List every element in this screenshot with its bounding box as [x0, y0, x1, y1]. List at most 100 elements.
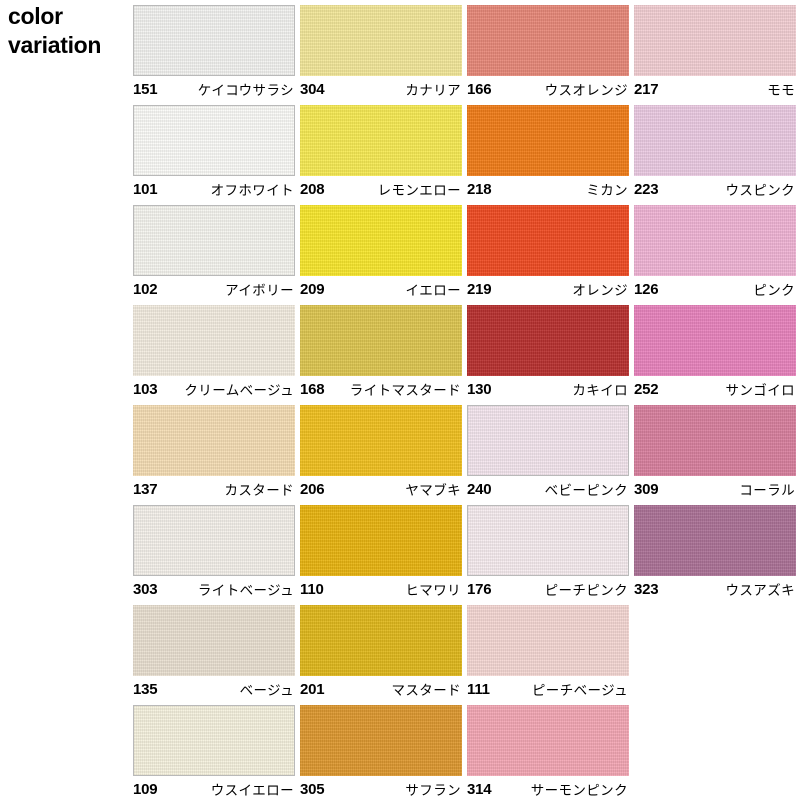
- swatch-caption: 314 サーモンピンク: [467, 778, 629, 800]
- swatch-label: ウスオレンジ: [544, 83, 628, 98]
- swatch-caption: 103 クリームベージュ: [133, 378, 295, 400]
- color-swatch[interactable]: [300, 405, 462, 476]
- color-swatch[interactable]: [634, 405, 796, 476]
- swatch-code: 102: [133, 280, 158, 298]
- swatch-code: 305: [300, 780, 325, 798]
- swatch-cell: 240 ベビーピンク: [467, 405, 634, 505]
- swatch-label: ピーチピンク: [544, 583, 628, 598]
- swatch-caption: 110 ヒマワリ: [300, 578, 462, 600]
- color-swatch[interactable]: [133, 205, 295, 276]
- page-title: color variation: [8, 3, 102, 59]
- swatch-label: イエロー: [405, 283, 461, 298]
- swatch-code: 208: [300, 180, 325, 198]
- swatch-code: 176: [467, 580, 492, 598]
- swatch-label: ケイコウサラシ: [197, 83, 294, 98]
- swatch-caption: 111 ピーチベージュ: [467, 678, 629, 700]
- swatch-label: カナリア: [405, 83, 461, 98]
- color-swatch[interactable]: [133, 705, 295, 776]
- swatch-code: 323: [634, 580, 659, 598]
- swatch-code: 218: [467, 180, 492, 198]
- swatch-caption: 206 ヤマブキ: [300, 478, 462, 500]
- swatch-code: 219: [467, 280, 492, 298]
- color-swatch[interactable]: [634, 305, 796, 376]
- swatch-code: 168: [300, 380, 325, 398]
- color-swatch[interactable]: [467, 205, 629, 276]
- swatch-label: オフホワイト: [210, 183, 294, 198]
- swatch-cell: 323 ウスアズキ: [634, 505, 800, 605]
- color-swatch[interactable]: [634, 5, 796, 76]
- color-swatch[interactable]: [467, 405, 629, 476]
- swatch-caption: 323 ウスアズキ: [634, 578, 796, 600]
- color-swatch[interactable]: [300, 305, 462, 376]
- color-swatch[interactable]: [467, 105, 629, 176]
- swatch-cell: 217 モモ: [634, 5, 800, 105]
- color-swatch[interactable]: [133, 305, 295, 376]
- color-swatch[interactable]: [300, 605, 462, 676]
- swatch-cell: 130 カキイロ: [467, 305, 634, 405]
- swatch-label: クリームベージュ: [184, 383, 294, 398]
- swatch-code: 137: [133, 480, 158, 498]
- swatch-caption: 168 ライトマスタード: [300, 378, 462, 400]
- swatch-caption: 135 ベージュ: [133, 678, 295, 700]
- swatch-code: 135: [133, 680, 158, 698]
- swatch-cell: 305 サフラン: [300, 705, 467, 805]
- swatch-caption: 201 マスタード: [300, 678, 462, 700]
- swatch-caption: 304 カナリア: [300, 78, 462, 100]
- swatch-cell: 223 ウスピンク: [634, 105, 800, 205]
- swatch-label: サンゴイロ: [725, 383, 795, 398]
- color-swatch[interactable]: [467, 605, 629, 676]
- color-swatch[interactable]: [634, 105, 796, 176]
- color-swatch[interactable]: [133, 105, 295, 176]
- swatch-cell: 252 サンゴイロ: [634, 305, 800, 405]
- color-swatch[interactable]: [300, 505, 462, 576]
- color-swatch[interactable]: [133, 5, 295, 76]
- swatch-caption: 102 アイボリー: [133, 278, 295, 300]
- swatch-code: 103: [133, 380, 158, 398]
- swatch-cell: 176 ピーチピンク: [467, 505, 634, 605]
- color-swatch[interactable]: [467, 5, 629, 76]
- swatch-label: ミカン: [586, 183, 628, 198]
- swatch-code: 240: [467, 480, 492, 498]
- swatch-label: カスタード: [224, 483, 294, 498]
- color-swatch[interactable]: [133, 605, 295, 676]
- swatch-label: ベビーピンク: [544, 483, 628, 498]
- swatch-cell: 109 ウスイエロー: [133, 705, 300, 805]
- color-swatch-grid: 151 ケイコウサラシ 304 カナリア 166 ウスオレンジ 217 モモ 101 オフホワイト…: [133, 5, 800, 805]
- swatch-cell: 137 カスタード: [133, 405, 300, 505]
- swatch-code: 314: [467, 780, 492, 798]
- color-swatch[interactable]: [300, 5, 462, 76]
- color-swatch[interactable]: [300, 205, 462, 276]
- swatch-caption: 208 レモンエロー: [300, 178, 462, 200]
- swatch-caption: 305 サフラン: [300, 778, 462, 800]
- swatch-label: サーモンピンク: [530, 783, 628, 798]
- color-swatch[interactable]: [467, 305, 629, 376]
- swatch-caption: 218 ミカン: [467, 178, 629, 200]
- swatch-cell: 101 オフホワイト: [133, 105, 300, 205]
- swatch-cell: 166 ウスオレンジ: [467, 5, 634, 105]
- swatch-cell: 103 クリームベージュ: [133, 305, 300, 405]
- swatch-label: ヒマワリ: [405, 583, 461, 598]
- swatch-code: 303: [133, 580, 158, 598]
- swatch-cell: 303 ライトベージュ: [133, 505, 300, 605]
- swatch-caption: 151 ケイコウサラシ: [133, 78, 295, 100]
- color-swatch[interactable]: [300, 105, 462, 176]
- color-swatch[interactable]: [467, 505, 629, 576]
- swatch-cell: 208 レモンエロー: [300, 105, 467, 205]
- color-swatch[interactable]: [300, 705, 462, 776]
- swatch-cell: 314 サーモンピンク: [467, 705, 634, 805]
- swatch-label: サフラン: [405, 783, 461, 798]
- swatch-code: 110: [300, 580, 324, 598]
- swatch-caption: 166 ウスオレンジ: [467, 78, 629, 100]
- swatch-label: ウスアズキ: [725, 583, 795, 598]
- color-swatch[interactable]: [133, 505, 295, 576]
- color-swatch[interactable]: [634, 505, 796, 576]
- swatch-cell: 218 ミカン: [467, 105, 634, 205]
- color-swatch[interactable]: [133, 405, 295, 476]
- swatch-caption: 217 モモ: [634, 78, 796, 100]
- color-swatch[interactable]: [467, 705, 629, 776]
- swatch-caption: 109 ウスイエロー: [133, 778, 295, 800]
- swatch-caption: 303 ライトベージュ: [133, 578, 295, 600]
- swatch-label: オレンジ: [572, 283, 628, 298]
- swatch-label: ライトベージュ: [197, 583, 294, 598]
- color-swatch[interactable]: [634, 205, 796, 276]
